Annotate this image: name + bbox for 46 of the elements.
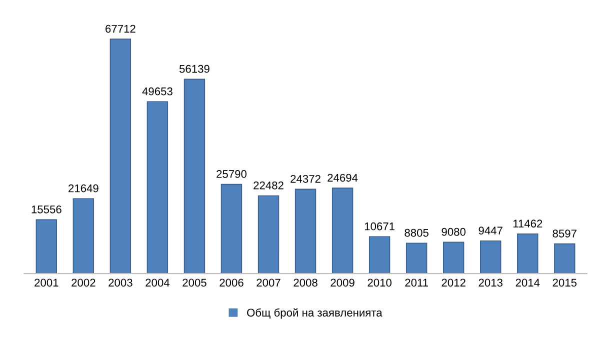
data-label: 25790: [216, 170, 247, 178]
x-tick-label: 2009: [330, 278, 354, 287]
data-label: 49653: [142, 87, 172, 96]
bar: [184, 78, 206, 274]
legend-label: Общ брой на заявленията: [247, 308, 382, 319]
bar: [480, 240, 502, 274]
bar: [332, 188, 354, 274]
x-tick-label: 2014: [516, 278, 540, 287]
bar: [517, 233, 538, 274]
data-label: 67712: [106, 24, 136, 33]
data-label: 10671: [364, 222, 394, 230]
x-tick-label: 2004: [146, 278, 170, 287]
bar: [294, 188, 316, 274]
x-tick-label: 2011: [405, 278, 428, 287]
data-label: 56139: [179, 64, 210, 73]
x-tick-label: 2008: [294, 278, 318, 287]
data-label: 9080: [442, 228, 466, 236]
x-tick-label: 2003: [108, 278, 132, 287]
x-tick-label: 2001: [34, 278, 58, 287]
data-label: 11462: [513, 220, 542, 228]
x-tick-label: 2002: [72, 278, 96, 287]
data-label: 8597: [552, 230, 576, 238]
x-tick-label: 2007: [256, 278, 280, 287]
data-label: 9447: [478, 226, 502, 235]
data-label: 15556: [32, 205, 62, 214]
bar: [368, 236, 390, 274]
x-tick-label: 2013: [478, 278, 502, 287]
data-label: 8805: [404, 228, 428, 237]
bar: [554, 243, 576, 274]
bar: [406, 242, 428, 274]
data-label: 21649: [68, 184, 98, 192]
x-tick-label: 2015: [552, 278, 577, 287]
data-label: 24694: [328, 174, 358, 182]
x-tick-label: 2012: [442, 278, 466, 287]
data-label: 24372: [290, 174, 320, 183]
bar: [258, 195, 280, 274]
bar: [110, 38, 132, 274]
data-label: 22482: [254, 182, 284, 190]
bar: [220, 184, 242, 274]
bar: [36, 219, 58, 274]
x-tick-label: 2006: [220, 278, 244, 287]
bar: [146, 101, 168, 274]
x-tick-label: 2005: [182, 278, 206, 287]
bar: [72, 198, 94, 274]
bar: [442, 242, 464, 274]
x-tick-label: 2010: [368, 278, 392, 287]
